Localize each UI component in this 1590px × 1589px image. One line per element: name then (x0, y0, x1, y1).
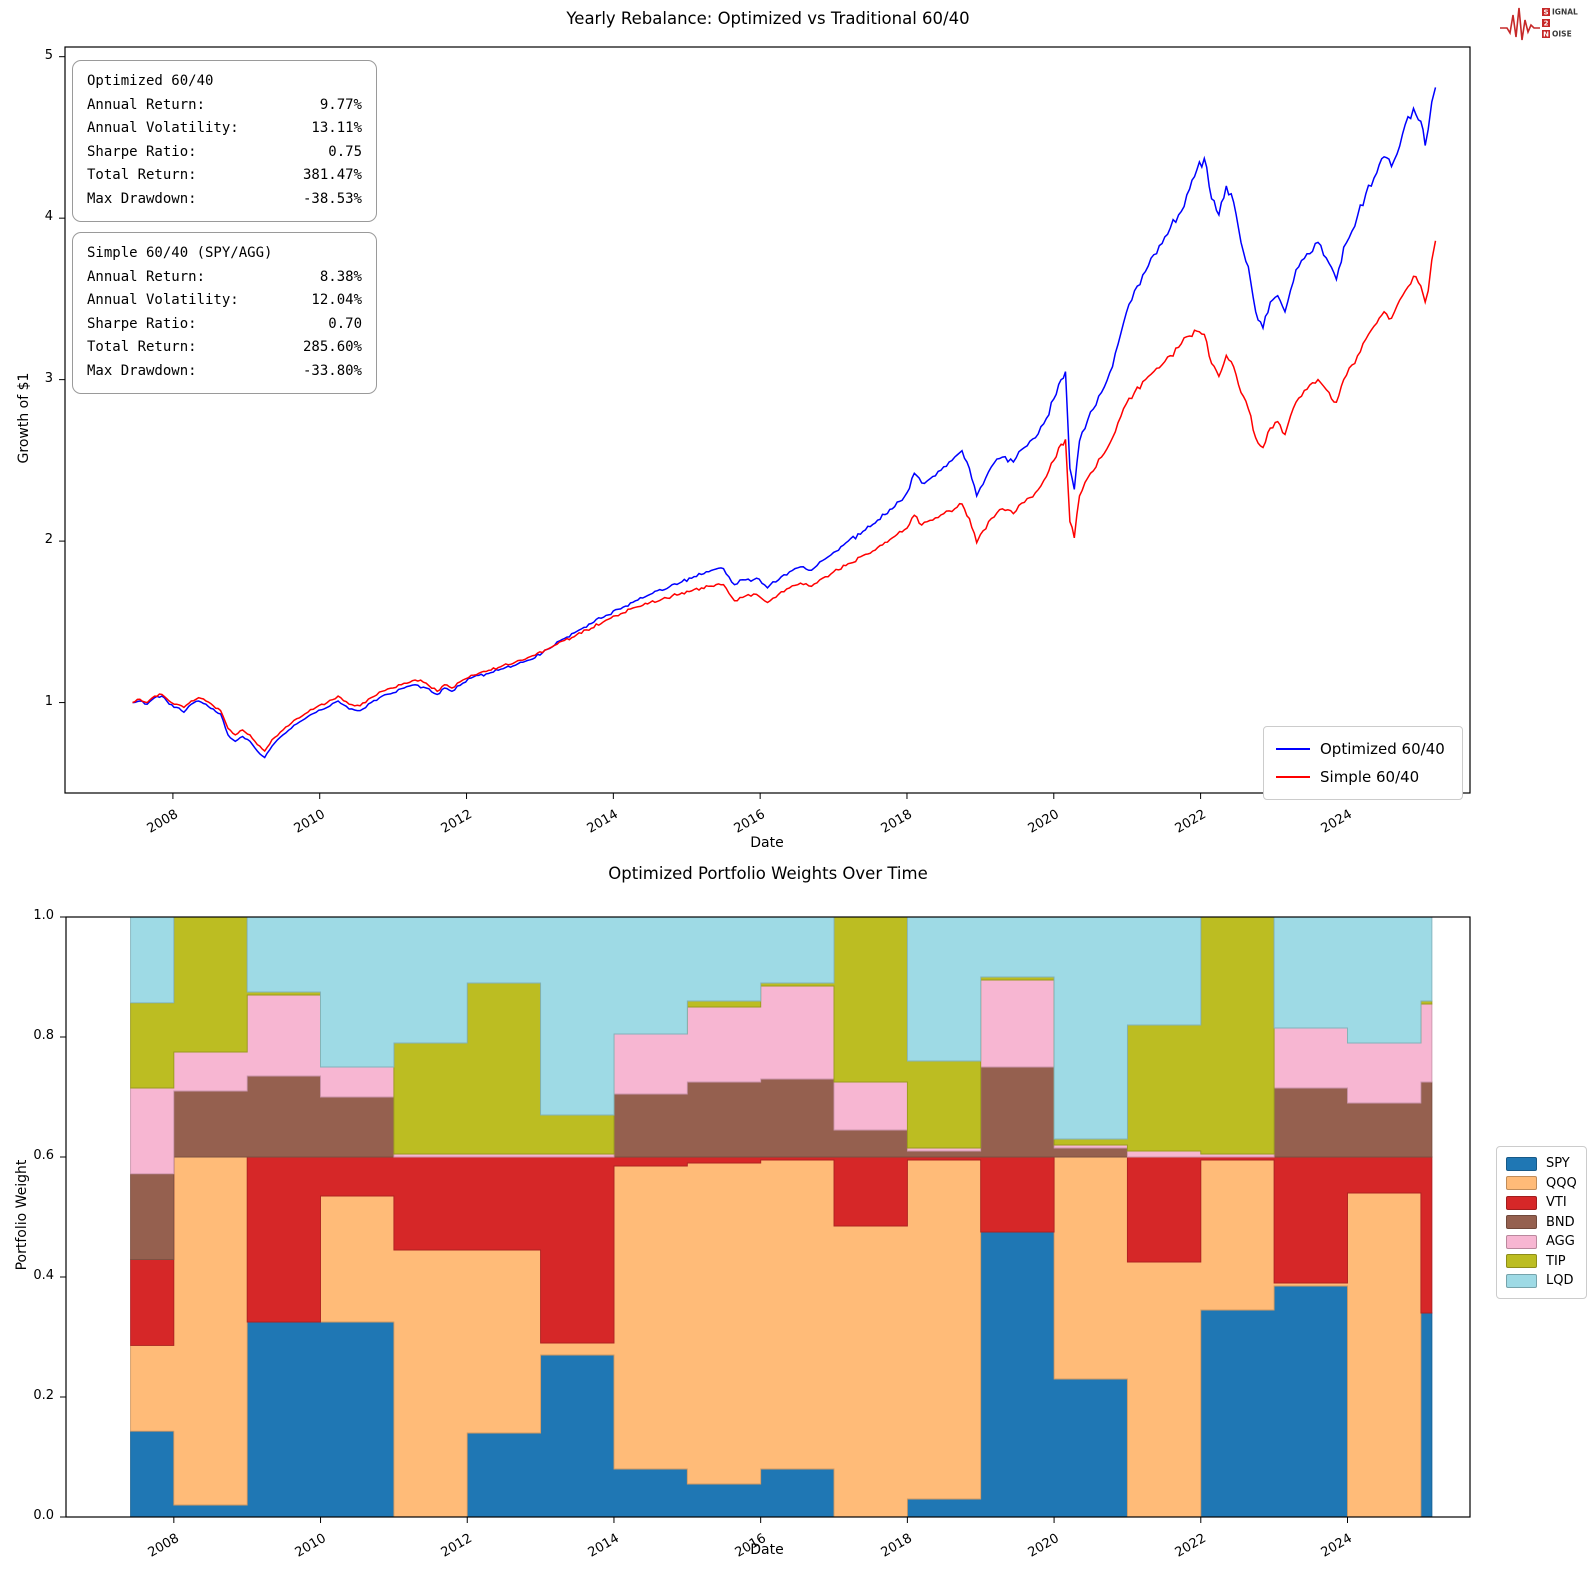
logo-letter-2: 2 (1544, 20, 1549, 28)
logo-waveform-icon: S 2 N IGNAL OISE (1500, 8, 1578, 41)
stats-title: Simple 60/40 (SPY/AGG) (87, 245, 273, 261)
stat-row: Sharpe Ratio: 0.75 (87, 141, 362, 165)
legend-item-bnd: BND (1506, 1213, 1577, 1233)
top-y-axis-label: Growth of $1 (16, 372, 32, 464)
stat-row: Max Drawdown: -38.53% (87, 188, 362, 212)
top-x-axis-label: Date (750, 835, 784, 851)
legend-label: QQQ (1546, 1175, 1577, 1191)
stat-value: 9.77% (319, 96, 362, 113)
stats-box-optimized: Optimized 60/40 Annual Return: 9.77% Annua… (72, 60, 377, 222)
stat-label: Max Drawdown: (87, 190, 197, 207)
y-tick-label-bot-0: 0.0 (33, 1508, 54, 1523)
stat-label: Annual Return: (87, 96, 206, 113)
line-series-simple (132, 240, 1437, 753)
simple-line-swatch (1276, 776, 1310, 778)
legend-label: VTI (1546, 1195, 1567, 1211)
y-tick-label-top-2: 2 (44, 532, 53, 548)
legend-item-simple: Simple 60/40 (1276, 763, 1450, 791)
stat-value: 8.38% (319, 268, 362, 285)
stat-value: -33.80% (302, 362, 362, 379)
stat-label: Sharpe Ratio: (87, 143, 197, 160)
optimized-line-swatch (1276, 748, 1310, 750)
stat-row: Annual Volatility: 13.11% (87, 117, 362, 141)
y-tick-label-top-5: 5 (44, 47, 53, 63)
y-tick-label-bot-0.8: 0.8 (33, 1028, 54, 1043)
signal2noise-logo: S 2 N IGNAL OISE (1498, 2, 1586, 54)
logo-word-ignal: IGNAL (1552, 8, 1578, 17)
top-chart-legend: Optimized 60/40 Simple 60/40 (1263, 726, 1463, 800)
legend-label: LQD (1546, 1273, 1574, 1289)
logo-letter-s: S (1543, 9, 1548, 17)
legend-label-optimized: Optimized 60/40 (1320, 740, 1445, 758)
y-tick-label-top-4: 4 (44, 209, 53, 225)
stat-label: Sharpe Ratio: (87, 315, 197, 332)
legend-label: AGG (1546, 1234, 1575, 1250)
agg-swatch (1506, 1234, 1537, 1249)
stat-row: Sharpe Ratio: 0.70 (87, 313, 362, 337)
stat-label: Total Return: (87, 167, 197, 183)
legend-label: SPY (1546, 1156, 1570, 1172)
legend-item-spy: SPY (1506, 1154, 1577, 1174)
stats-rows-simple: Annual Return: 8.38% Annual Volatility: 12.… (87, 266, 362, 384)
y-tick-label-top-3: 3 (44, 370, 53, 386)
bottom-chart-title: Optimized Portfolio Weights Over Time (608, 864, 928, 883)
bottom-chart-legend: SPY QQQ VTI BND AGG TIP LQD (1496, 1146, 1587, 1299)
legend-item-tip: TIP (1506, 1252, 1577, 1272)
y-tick-label-bot-0.6: 0.6 (33, 1148, 54, 1163)
y-tick-label-top-1: 1 (44, 693, 53, 709)
stats-rows-optimized: Annual Return: 9.77% Annual Volatility: 13.… (87, 94, 362, 212)
legend-item-lqd: LQD (1506, 1271, 1577, 1291)
stat-row: Total Return: 285.60% (87, 336, 362, 360)
stat-value: 0.75 (328, 143, 362, 160)
legend-label: TIP (1546, 1253, 1566, 1269)
stat-value: 0.70 (328, 315, 362, 332)
legend-label-simple: Simple 60/40 (1320, 768, 1420, 786)
stat-row: Total Return: 381.47% (87, 164, 362, 188)
legend-label: BND (1546, 1214, 1575, 1230)
stat-label: Annual Volatility: (87, 292, 239, 308)
bottom-x-axis-label: Date (750, 1542, 784, 1558)
logo-word-oise: OISE (1552, 30, 1572, 39)
stat-row: Annual Return: 8.38% (87, 266, 362, 290)
y-tick-label-bot-0.4: 0.4 (33, 1268, 54, 1283)
plot-frame (64, 46, 1471, 794)
y-tick-label-bot-0.2: 0.2 (33, 1388, 54, 1403)
stat-value: 381.47% (302, 167, 362, 183)
qqq-swatch (1506, 1176, 1537, 1191)
stat-value: 13.11% (311, 120, 362, 136)
legend-item-optimized: Optimized 60/40 (1276, 735, 1450, 763)
stat-row: Annual Return: 9.77% (87, 94, 362, 118)
legend-item-agg: AGG (1506, 1232, 1577, 1252)
stat-row: Annual Volatility: 12.04% (87, 289, 362, 313)
y-tick-label-bot-1: 1.0 (33, 908, 54, 923)
stats-box-simple: Simple 60/40 (SPY/AGG) Annual Return: 8.3… (72, 232, 377, 394)
stat-value: -38.53% (302, 190, 362, 207)
logo-letter-n: N (1543, 31, 1549, 39)
plot-frame (65, 916, 1471, 1518)
bottom-y-axis-label: Portfolio Weight (14, 1159, 30, 1271)
stat-value: 12.04% (311, 292, 362, 308)
stat-row: Max Drawdown: -33.80% (87, 360, 362, 384)
stat-value: 285.60% (302, 339, 362, 355)
bnd-swatch (1506, 1215, 1537, 1230)
stats-title: Optimized 60/40 (87, 73, 214, 89)
line-series-optimized (132, 87, 1437, 759)
stat-label: Max Drawdown: (87, 362, 197, 379)
top-chart-title: Yearly Rebalance: Optimized vs Tradition… (566, 9, 970, 28)
tip-swatch (1506, 1254, 1537, 1269)
stat-label: Total Return: (87, 339, 197, 355)
vti-swatch (1506, 1195, 1537, 1210)
lqd-swatch (1506, 1273, 1537, 1288)
stat-label: Annual Volatility: (87, 120, 239, 136)
stat-label: Annual Return: (87, 268, 206, 285)
legend-item-qqq: QQQ (1506, 1174, 1577, 1194)
legend-item-vti: VTI (1506, 1193, 1577, 1213)
spy-swatch (1506, 1156, 1537, 1171)
